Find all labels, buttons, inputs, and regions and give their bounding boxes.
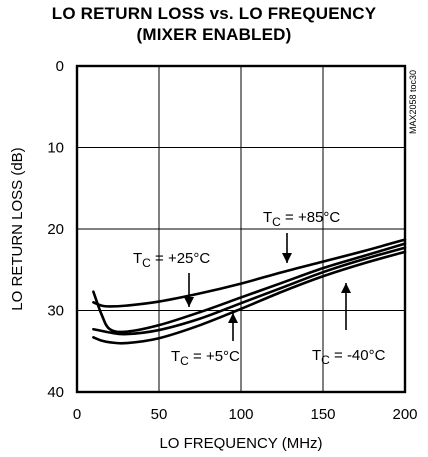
annotations-group: TC = +85°C TC = +25°C TC = +5°C TC = -40°C [133,209,386,368]
annotation-25c: TC = +25°C [133,250,210,307]
chart-watermark: MAX2058 toc30 [408,70,418,134]
y-tick-label: 40 [47,384,64,401]
annotation-minus40c: TC = -40°C [312,283,386,367]
series-group [92,238,407,345]
annotation-85c: TC = +85°C [263,209,340,263]
y-tick-label: 30 [47,303,64,320]
x-axis-label: LO FREQUENCY (MHz) [159,435,322,452]
x-tick-label: 0 [73,406,81,423]
y-tick-label: 0 [56,58,64,75]
y-tick-labels: 0 10 20 30 40 [47,58,64,401]
y-tick-label: 20 [47,221,64,238]
annotation-label: TC = -40°C [312,347,386,367]
plot-frame [75,64,407,394]
series-line-5c [92,246,407,336]
y-axis-label: LO RETURN LOSS (dB) [9,147,26,310]
x-tick-labels: 0 50 100 150 200 [73,406,418,423]
chart-title: LO RETURN LOSS vs. LO FREQUENCY [51,4,377,23]
annotation-label: TC = +85°C [263,209,340,229]
x-tick-label: 100 [228,406,253,423]
y-tick-label: 10 [47,140,64,157]
chart-subtitle: (MIXER ENABLED) [136,25,292,44]
series-line-85c [92,238,407,308]
x-tick-label: 200 [392,406,417,423]
series-line-minus40c [92,250,407,345]
annotation-arrowhead [184,297,194,307]
annotation-label: TC = +25°C [133,250,210,270]
annotation-arrowhead [228,313,238,323]
annotation-label: TC = +5°C [171,348,240,368]
series-line-25c [92,242,407,334]
x-tick-label: 50 [151,406,168,423]
annotation-arrowhead [341,283,351,293]
annotation-arrowhead [282,253,292,263]
x-tick-label: 150 [310,406,335,423]
annotation-5c: TC = +5°C [171,313,240,368]
